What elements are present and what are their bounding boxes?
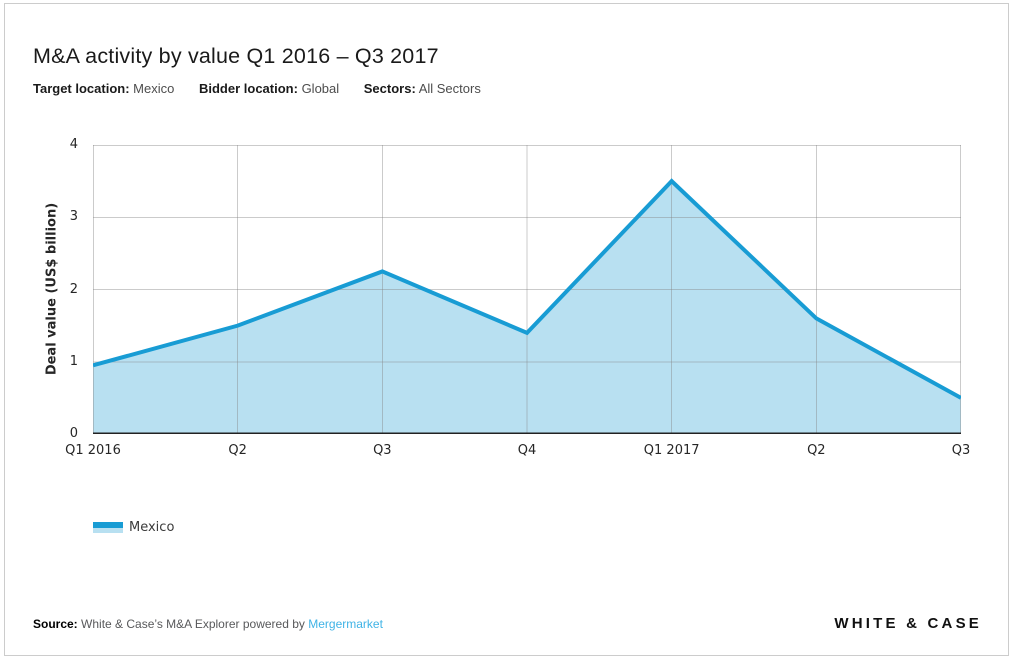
filter-sectors: Sectors: All Sectors [364, 81, 481, 96]
x-tick-label: Q2 [228, 443, 247, 458]
mexico-series-line [93, 178, 961, 400]
x-axis-tick-labels: Q1 2016 Q2 Q3 Q4 Q1 2017 Q2 Q3 [65, 443, 970, 459]
white-and-case-logo: WHITE & CASE [834, 615, 982, 632]
legend-fill-color [93, 527, 123, 533]
filters-bar: Target location: Mexico Bidder location:… [33, 81, 502, 96]
source-attribution: Source: White & Case’s M&A Explorer powe… [33, 617, 383, 631]
filter-bidder-location-label: Bidder location: [198, 81, 298, 96]
x-tick-label: Q3 [951, 443, 971, 458]
legend-line-color [93, 522, 123, 528]
filter-bidder-location-value: Global [301, 81, 340, 96]
x-tick-label: Q1 2017 [643, 443, 700, 458]
y-tick-label: 1 [69, 353, 78, 369]
y-axis-tick-labels: 0 1 2 3 4 [42, 137, 78, 441]
filter-target-location: Target location: Mexico [33, 81, 174, 96]
y-tick-label: 3 [69, 209, 78, 225]
y-tick-label: 2 [69, 281, 78, 297]
y-tick-label: 0 [69, 426, 78, 441]
legend-swatch-icon [93, 522, 123, 533]
x-tick-label: Q1 2016 [65, 443, 121, 458]
mergermarket-link[interactable]: Mergermarket [308, 617, 383, 631]
filter-sectors-label: Sectors: [363, 81, 416, 96]
legend-item-mexico[interactable]: Mexico [93, 520, 174, 535]
x-tick-label: Q4 [517, 443, 537, 458]
legend-label: Mexico [129, 520, 175, 535]
filter-sectors-value: All Sectors [418, 81, 481, 96]
chart-title: M&A activity by value Q1 2016 – Q3 2017 [33, 44, 439, 68]
x-tick-label: Q2 [807, 443, 826, 458]
source-text: White & Case’s M&A Explorer powered by [77, 617, 309, 631]
source-label: Source: [33, 617, 78, 631]
mexico-series-area [93, 181, 961, 434]
filter-target-location-value: Mexico [133, 81, 175, 96]
area-chart-plot [93, 145, 961, 434]
x-tick-label: Q3 [373, 443, 392, 458]
filter-bidder-location: Bidder location: Global [199, 81, 339, 96]
filter-target-location-label: Target location: [33, 81, 130, 96]
y-tick-label: 4 [69, 137, 78, 152]
